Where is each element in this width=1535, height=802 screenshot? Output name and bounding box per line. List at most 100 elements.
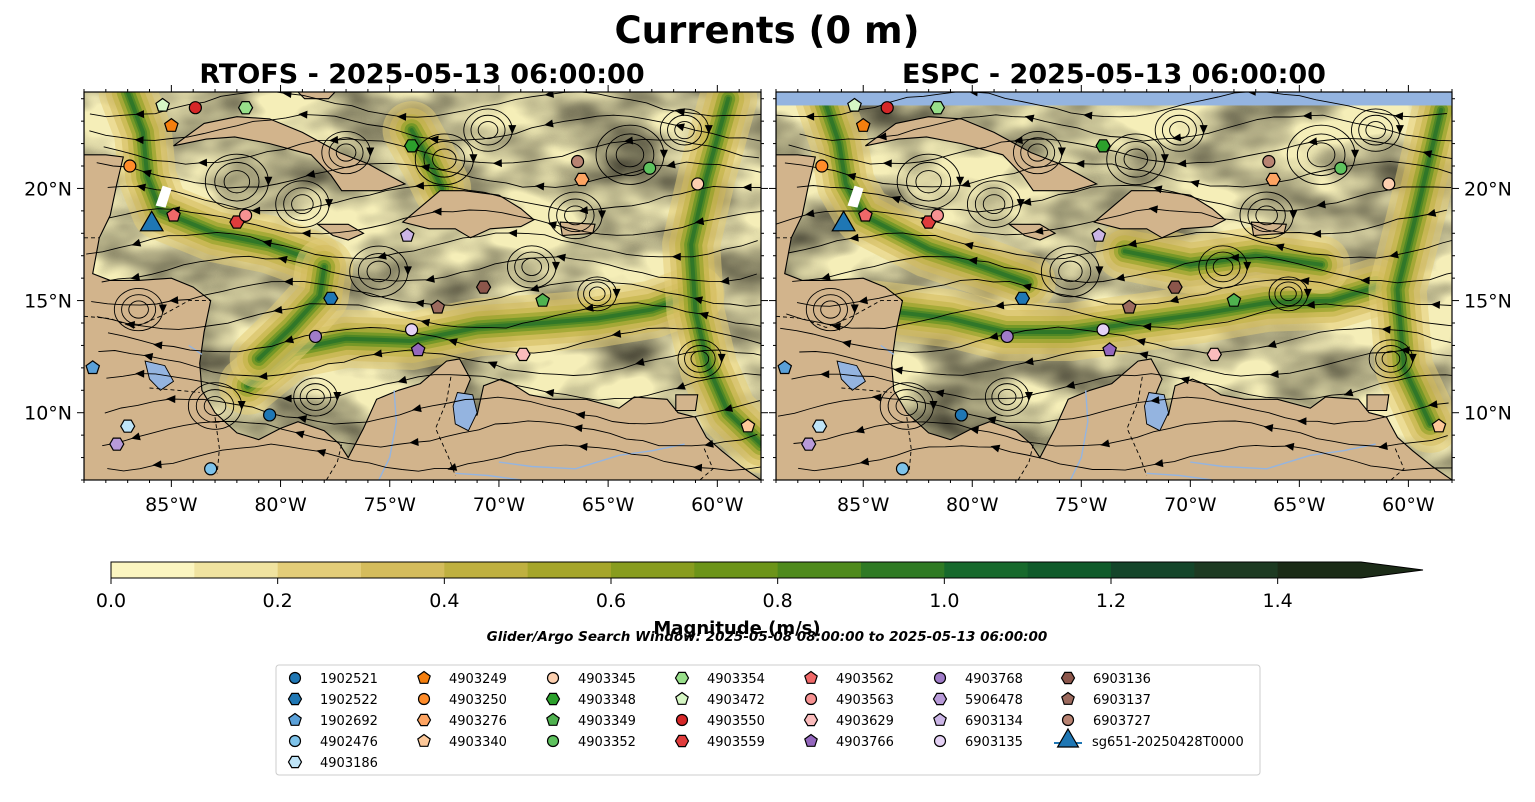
colorbar-bin — [944, 562, 1029, 578]
streamline — [1247, 198, 1286, 233]
streamline — [291, 194, 314, 215]
streamline — [1274, 281, 1303, 307]
colorbar-bin — [527, 562, 612, 578]
streamline-arrow — [877, 132, 887, 141]
streamline-arrow — [412, 404, 422, 413]
streamline-arrow — [1177, 159, 1187, 168]
streamline-arrow — [821, 272, 831, 281]
streamline-arrow — [929, 400, 938, 410]
streamline — [121, 294, 157, 325]
border — [841, 387, 892, 393]
streamline — [1049, 253, 1092, 290]
legend-marker-4903472 — [675, 691, 689, 705]
streamline-arrow — [1160, 154, 1169, 164]
colorbar-tick-label: 0.6 — [596, 590, 626, 612]
legend-label: 4903340 — [449, 735, 507, 750]
marker-4903349 — [535, 292, 551, 307]
streamline — [89, 92, 761, 118]
colorbar-tick-label: 1.4 — [1263, 590, 1293, 612]
streamline-arrow — [1180, 376, 1190, 385]
streamline — [1027, 143, 1048, 162]
streamline-arrow — [397, 375, 408, 384]
legend-label: 4903559 — [707, 735, 765, 750]
legend-label: 4903768 — [965, 672, 1023, 687]
land — [173, 116, 407, 192]
no-data-band — [776, 92, 1452, 106]
legend-marker-6903727 — [1061, 713, 1075, 727]
marker-5906478 — [801, 437, 817, 451]
streamline-arrow — [158, 304, 167, 314]
streamline-arrow — [273, 305, 283, 314]
legend-label: 4903352 — [578, 735, 636, 750]
marker-1902522 — [1014, 291, 1031, 305]
streamline — [1255, 205, 1278, 226]
streamline — [366, 260, 392, 283]
streamline-arrow — [1024, 114, 1035, 123]
streamline-arrow — [578, 442, 588, 451]
marker-4903249 — [855, 117, 871, 132]
legend-marker-4903352 — [546, 734, 560, 748]
x-tick-label: 85°W — [837, 494, 890, 516]
river — [188, 344, 203, 355]
streamline-arrow — [130, 272, 141, 281]
legend-label: 6903136 — [1093, 672, 1151, 687]
streamline-arrow — [893, 366, 903, 375]
marker-4903766 — [410, 342, 426, 357]
streamline-arrow — [508, 229, 518, 238]
streamline-arrow — [1360, 276, 1370, 285]
marker-4903563 — [239, 208, 253, 222]
streamline-arrow — [152, 460, 162, 469]
legend-label: 4903766 — [836, 735, 894, 750]
streamline-arrow — [403, 266, 412, 276]
streamline-arrow — [1075, 159, 1085, 168]
figure-title: Currents (0 m) — [614, 9, 919, 52]
x-tick-label: 65°W — [582, 494, 635, 516]
x-tick-label: 70°W — [1164, 494, 1217, 516]
legend-label: sg651-20250428T0000 — [1092, 735, 1244, 750]
legend-label: 6903135 — [965, 735, 1023, 750]
streamline-arrow — [420, 318, 431, 327]
streamline — [102, 420, 758, 448]
streamline — [780, 326, 1451, 354]
panel-title-espc: ESPC - 2025-05-13 06:00:00 — [902, 59, 1326, 90]
marker-4903550 — [880, 101, 894, 115]
legend-marker-5906478 — [932, 692, 948, 706]
streamline-arrow — [492, 159, 502, 168]
border — [214, 417, 220, 474]
streamline-arrow — [704, 125, 713, 135]
map-panel-rtofs — [84, 92, 761, 480]
legend-marker-4903249 — [417, 670, 431, 684]
marker-4903766 — [1102, 342, 1118, 357]
streamline-arrow — [1148, 205, 1158, 214]
streamline-arrow — [675, 123, 685, 132]
marker-4903186 — [120, 419, 136, 433]
streamline-arrow — [469, 154, 478, 164]
y-tick-label: 10°N — [1464, 403, 1512, 425]
streamline-arrow — [282, 394, 292, 403]
streamline-arrow — [1307, 137, 1318, 146]
streamline-arrow — [675, 382, 686, 390]
streamline-arrow — [264, 176, 273, 186]
river — [455, 472, 521, 480]
legend-marker-sg651-20250428T0000 — [1056, 727, 1080, 748]
streamline — [799, 349, 1452, 377]
streamline — [776, 208, 1448, 236]
y-tick-label: 15°N — [1464, 291, 1512, 313]
marker-5906478 — [109, 437, 125, 451]
marker-4903629 — [515, 347, 531, 362]
river — [378, 390, 398, 480]
marker-4903348 — [1095, 139, 1111, 153]
marker-6903134 — [1091, 227, 1107, 242]
streamline-arrow — [1284, 442, 1295, 451]
streamline-arrow — [1263, 424, 1274, 432]
streamline-arrow — [1426, 208, 1437, 217]
marker-sg651-20250428T0000 — [831, 210, 856, 232]
legend-frame — [275, 664, 1261, 776]
streamline-arrow — [1316, 200, 1326, 209]
streamline-arrow — [872, 393, 882, 402]
streamline-arrow — [666, 160, 676, 169]
streamline-arrow — [1297, 417, 1307, 426]
streamline-arrow — [143, 352, 154, 361]
marker-4902476 — [204, 462, 218, 476]
legend-marker-4903354 — [674, 671, 690, 685]
